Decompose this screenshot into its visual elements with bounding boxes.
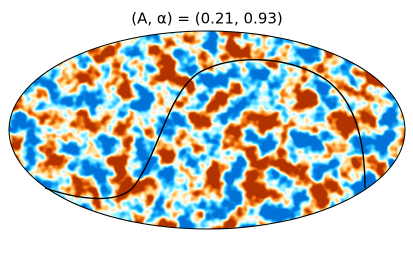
map-outline bbox=[8, 30, 406, 230]
boundary-curve bbox=[44, 59, 366, 200]
temperature-field bbox=[9, 31, 405, 229]
chart-title: (A, α) = (0.21, 0.93) bbox=[131, 10, 283, 28]
sky-map bbox=[9, 31, 405, 229]
